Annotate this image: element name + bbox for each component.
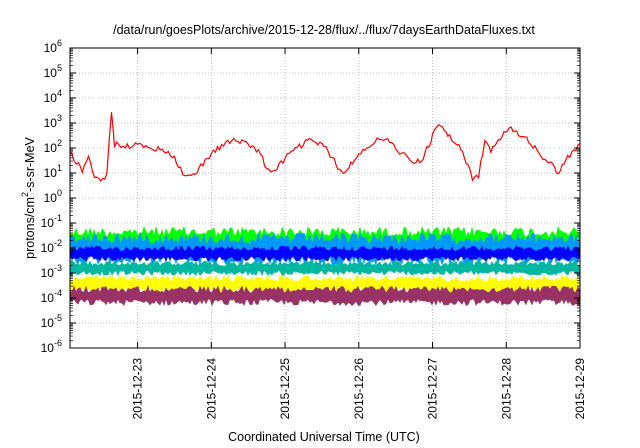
chart-title: /data/run/goesPlots/archive/2015-12-28/f… [113,23,535,37]
series-layer [69,112,581,307]
y-tick-label: 10-4 [41,288,62,305]
y-tick-label: 10-1 [41,213,62,230]
y-tick-label: 101 [44,163,62,180]
x-tick-label: 2015-12-28 [499,358,513,420]
y-axis-title-base: protons/cm [23,197,37,259]
x-tick-label: 2015-12-27 [426,358,440,420]
y-tick-label: 106 [44,38,62,55]
y-tick-label: 103 [44,113,62,130]
series-line [69,112,581,182]
y-tick-label: 10-3 [41,263,62,280]
x-tick-label: 2015-12-23 [131,358,145,420]
x-tick-label: 2015-12-29 [573,358,587,420]
y-axis: 10-6 10-5 10-4 10-3 10-2 10-1 100 101 102 103 104 1… [41,38,580,355]
x-axis-title: Coordinated Universal Time (UTC) [228,430,420,444]
y-tick-label: 102 [44,138,62,155]
x-tick-label: 2015-12-24 [204,358,218,420]
y-axis-title: protons/cm2-s-sr-MeV [20,136,37,258]
y-tick-label: 10-6 [41,338,62,355]
y-tick-label: 10-5 [41,313,62,330]
y-axis-title-exponent: 2 [20,192,30,197]
y-tick-label: 105 [44,63,62,80]
x-tick-label: 2015-12-25 [278,358,292,420]
y-tick-label: 10-2 [41,238,62,255]
y-tick-label: 100 [44,188,62,205]
series-band [69,260,581,277]
y-tick-label: 104 [44,88,62,105]
x-axis: 2015-12-23 2015-12-24 2015-12-25 2015-12-26… [131,48,587,419]
x-tick-label: 2015-12-26 [352,358,366,420]
y-axis-title-rest: -s-sr-MeV [23,136,37,192]
